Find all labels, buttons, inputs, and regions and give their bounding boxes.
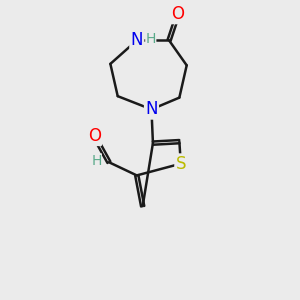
Text: H: H bbox=[146, 32, 156, 46]
Text: S: S bbox=[176, 155, 186, 173]
Text: O: O bbox=[171, 5, 184, 23]
Text: N: N bbox=[130, 32, 143, 50]
Text: H: H bbox=[91, 154, 102, 168]
Text: N: N bbox=[145, 100, 158, 118]
Text: O: O bbox=[88, 127, 101, 145]
